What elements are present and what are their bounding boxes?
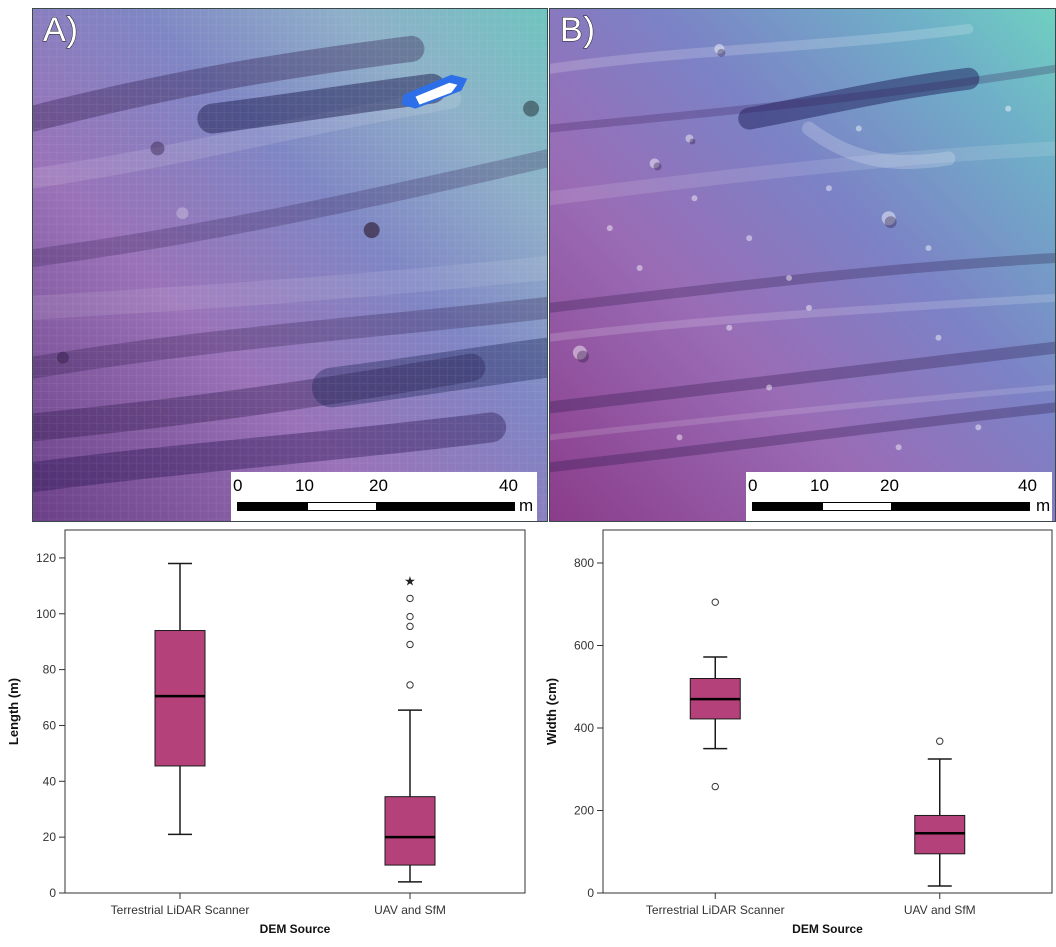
y-tick-label: 400: [574, 721, 594, 735]
scale-tick: 40: [1018, 476, 1037, 495]
y-axis-label: Width (cm): [544, 678, 559, 745]
width-boxplot: 0 200 400 600 800 Width (cm) DEM Source Terrest…: [540, 526, 1056, 942]
y-tick-label: 100: [36, 607, 56, 621]
outlier-point: [936, 737, 944, 745]
iqr-box: [914, 814, 966, 855]
scale-unit: m: [519, 496, 534, 515]
scale-tick: 40: [499, 476, 518, 495]
scale-tick: 20: [880, 476, 899, 495]
plot-frame: [602, 529, 1053, 894]
y-tick-label: 200: [574, 804, 594, 818]
dem-panel-a: A) 0 10 20 40 m: [32, 8, 548, 522]
scale-tick: 20: [369, 476, 388, 495]
scale-bar-b: 0 10 20 40 m: [746, 472, 1052, 521]
y-tick-label: 0: [587, 886, 594, 900]
hillshade-image-a: [33, 9, 547, 521]
iqr-box: [384, 796, 436, 866]
outlier-point: [711, 782, 719, 791]
y-tick-label: 20: [43, 830, 57, 844]
plot-frame: [64, 529, 526, 894]
y-tick-label: 600: [574, 639, 594, 653]
outlier-point: [406, 681, 414, 689]
width-boxplot-svg: 0 200 400 600 800 Width (cm) DEM Source Terrest…: [544, 529, 1053, 936]
scale-tick: 0: [233, 476, 243, 495]
length-boxplot: 0 20 40 60 80 100 120 Length (m) DEM Source Terre…: [0, 526, 540, 942]
panel-label-a: A): [43, 11, 79, 50]
scale-segment: [822, 502, 892, 511]
extreme-point: ★: [404, 573, 416, 588]
outlier-point: [406, 640, 414, 649]
scale-bar-a: 0 10 20 40 m: [231, 472, 537, 521]
outlier-point: [406, 622, 414, 631]
y-tick-label: 800: [574, 556, 594, 570]
scale-unit: m: [1036, 496, 1051, 515]
y-tick-label: 0: [49, 886, 56, 900]
outlier-point: [711, 598, 719, 606]
x-axis-label: DEM Source: [792, 922, 863, 936]
outlier-point: [406, 594, 414, 603]
x-tick-label: Terrestrial LiDAR Scanner: [646, 903, 785, 917]
length-boxplot-svg: 0 20 40 60 80 100 120 Length (m) DEM Source Terre…: [6, 529, 526, 936]
scale-tick: 10: [810, 476, 829, 495]
x-tick-label: Terrestrial LiDAR Scanner: [111, 903, 250, 917]
x-tick-label: UAV and SfM: [374, 903, 446, 917]
x-axis-label: DEM Source: [260, 922, 331, 936]
y-tick-label: 60: [43, 718, 57, 732]
scale-segment: [892, 502, 1030, 511]
y-tick-label: 40: [43, 774, 57, 788]
scale-tick: 10: [295, 476, 314, 495]
outlier-point: [406, 612, 414, 621]
iqr-box: [154, 630, 206, 767]
scale-tick: 0: [748, 476, 758, 495]
y-tick-label: 120: [36, 551, 56, 565]
scale-segment: [752, 502, 822, 511]
scale-segment: [237, 502, 307, 511]
scale-segment: [377, 502, 515, 511]
y-tick-label: 80: [43, 663, 57, 677]
panel-label-b: B): [560, 11, 596, 50]
dem-panel-b: B) 0 10 20 40 m: [549, 8, 1056, 522]
y-axis-label: Length (m): [6, 678, 21, 745]
x-tick-label: UAV and SfM: [904, 903, 976, 917]
scale-segment: [307, 502, 377, 511]
hillshade-image-b: [550, 9, 1055, 521]
